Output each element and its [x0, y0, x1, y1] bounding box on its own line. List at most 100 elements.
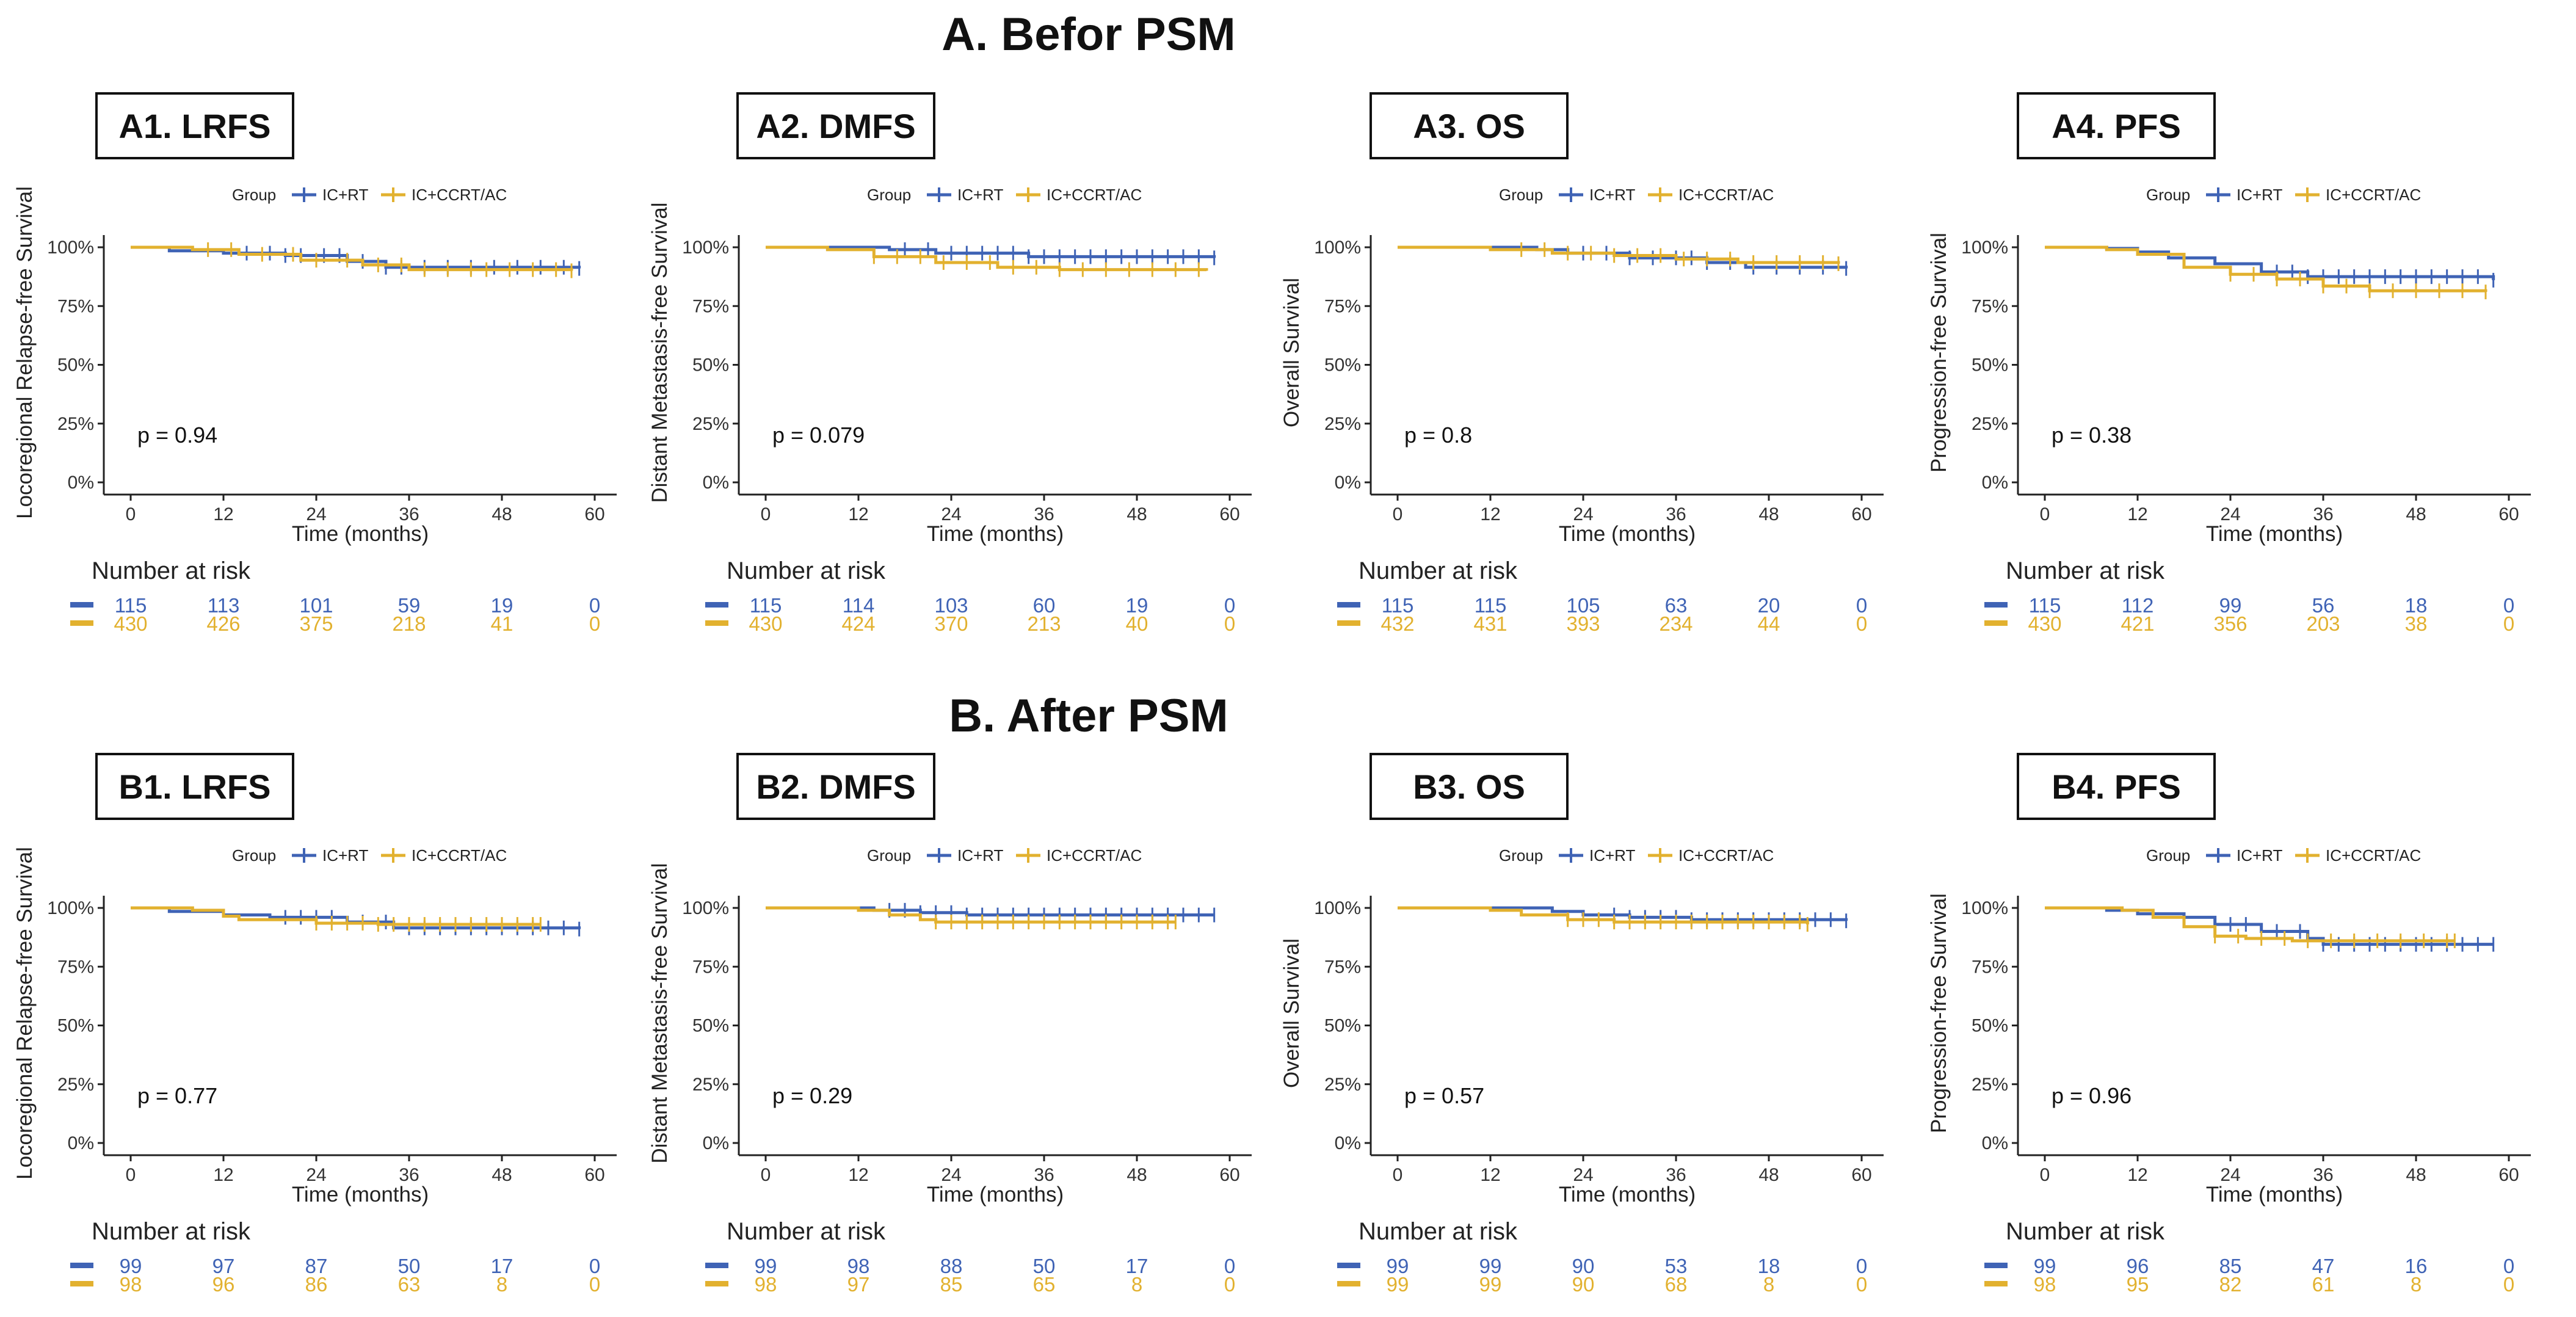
y-axis-title: Overall Survival — [1280, 278, 1304, 427]
risk-count: 115 — [1475, 594, 1507, 617]
x-tick-label: 12 — [213, 504, 233, 524]
risk-count: 98 — [120, 1273, 142, 1296]
x-tick-label: 60 — [584, 1165, 604, 1185]
p-value: p = 0.079 — [772, 423, 865, 448]
y-tick-label: 75% — [57, 296, 94, 316]
y-tick-label: 75% — [57, 957, 94, 977]
y-tick-label: 0% — [68, 1133, 94, 1153]
panel-label-box — [736, 753, 935, 820]
y-tick-label: 50% — [692, 355, 729, 376]
risk-count: 0 — [1856, 1273, 1867, 1296]
risk-count: 0 — [589, 612, 600, 635]
risk-count: 90 — [1572, 1273, 1595, 1296]
risk-count: 203 — [2306, 612, 2340, 635]
risk-count: 53 — [1665, 1255, 1688, 1277]
risk-count: 98 — [2034, 1273, 2056, 1296]
risk-row-swatch — [1984, 620, 2008, 626]
risk-count: 56 — [2312, 594, 2335, 617]
y-tick-label: 0% — [68, 473, 94, 493]
risk-count: 38 — [2405, 612, 2428, 635]
y-tick-label: 50% — [57, 1016, 94, 1036]
x-tick-label: 60 — [1219, 504, 1239, 524]
risk-count: 424 — [841, 612, 875, 635]
risk-count: 431 — [1473, 612, 1507, 635]
p-value: p = 0.57 — [1404, 1083, 1484, 1108]
y-tick-label: 50% — [1972, 355, 2008, 376]
x-tick-label: 12 — [1480, 1165, 1500, 1185]
x-tick-label: 36 — [1666, 504, 1686, 524]
y-tick-label: 25% — [1972, 1075, 2008, 1095]
section-title-a: A. Befor PSM — [942, 9, 1235, 60]
risk-row-swatch — [1984, 602, 2008, 608]
risk-count: 99 — [1387, 1255, 1409, 1277]
y-tick-label: 75% — [692, 957, 729, 977]
x-tick-label: 36 — [1034, 1165, 1054, 1185]
x-axis-title: Time (months) — [927, 522, 1064, 546]
x-axis-title: Time (months) — [292, 522, 429, 546]
risk-count: 234 — [1659, 612, 1693, 635]
risk-count: 63 — [1665, 594, 1688, 617]
x-tick-label: 24 — [2220, 1165, 2240, 1185]
risk-count: 40 — [1126, 612, 1148, 635]
risk-count: 213 — [1027, 612, 1061, 635]
x-tick-label: 36 — [2313, 1165, 2333, 1185]
y-tick-label: 0% — [1335, 1133, 1361, 1153]
risk-count: 60 — [1033, 594, 1056, 617]
x-tick-label: 24 — [306, 1165, 326, 1185]
risk-count: 375 — [299, 612, 333, 635]
risk-count: 99 — [1387, 1273, 1409, 1296]
risk-row-swatch — [1337, 620, 1360, 626]
risk-count: 19 — [491, 594, 513, 617]
x-tick-label: 12 — [213, 1165, 233, 1185]
p-value: p = 0.77 — [137, 1083, 217, 1108]
risk-table-title: Number at risk — [2006, 557, 2165, 584]
x-tick-label: 60 — [1219, 1165, 1239, 1185]
risk-table-title: Number at risk — [1359, 557, 1518, 584]
x-tick-label: 12 — [1480, 504, 1500, 524]
y-tick-label: 25% — [692, 1075, 729, 1095]
risk-count: 65 — [1033, 1273, 1056, 1296]
risk-count: 0 — [1224, 594, 1235, 617]
panels-group: A1. LRFS Group IC+RT IC+CCRT/AC 0% 25% 50% 75% 1… — [13, 92, 2531, 1296]
y-tick-label: 25% — [57, 414, 94, 434]
panel-label: A1. LRFS — [119, 107, 271, 145]
x-tick-label: 24 — [1573, 504, 1593, 524]
risk-row-swatch — [1984, 1263, 2008, 1268]
legend-title: Group — [2146, 186, 2190, 204]
legend-ic-rt: IC+RT — [2237, 846, 2282, 865]
x-tick-label: 60 — [2498, 1165, 2519, 1185]
y-tick-label: 75% — [1972, 957, 2008, 977]
risk-row-swatch — [705, 620, 728, 626]
y-tick-label: 25% — [1324, 1075, 1361, 1095]
y-tick-label: 25% — [692, 414, 729, 434]
risk-count: 88 — [940, 1255, 963, 1277]
risk-count: 0 — [1856, 594, 1867, 617]
x-tick-label: 48 — [1758, 504, 1779, 524]
x-tick-label: 60 — [1851, 504, 1871, 524]
risk-count: 0 — [589, 594, 600, 617]
x-tick-label: 0 — [2040, 1165, 2050, 1185]
risk-table-title: Number at risk — [92, 1218, 251, 1245]
risk-count: 0 — [1224, 1255, 1235, 1277]
risk-row-swatch — [70, 1263, 93, 1268]
x-axis-title: Time (months) — [2206, 522, 2343, 546]
risk-count: 16 — [2405, 1255, 2428, 1277]
risk-count: 112 — [2122, 594, 2154, 617]
y-tick-label: 100% — [682, 898, 729, 918]
legend-ic-rt: IC+RT — [322, 186, 368, 204]
risk-count: 0 — [1856, 1255, 1867, 1277]
risk-count: 95 — [2127, 1273, 2149, 1296]
risk-table-title: Number at risk — [1359, 1218, 1518, 1245]
panel-label-box — [95, 92, 294, 159]
x-tick-label: 12 — [848, 504, 868, 524]
risk-table-title: Number at risk — [727, 1218, 886, 1245]
risk-count: 432 — [1381, 612, 1414, 635]
legend-title: Group — [2146, 846, 2190, 865]
risk-count: 421 — [2121, 612, 2154, 635]
x-tick-label: 48 — [1758, 1165, 1779, 1185]
legend-ic-rt: IC+RT — [957, 186, 1003, 204]
y-axis-title: Progression-free Survival — [1927, 233, 1951, 473]
x-tick-label: 0 — [761, 1165, 771, 1185]
risk-table-title: Number at risk — [727, 557, 886, 584]
km-curve-ic-ccrt-ac — [131, 245, 573, 272]
